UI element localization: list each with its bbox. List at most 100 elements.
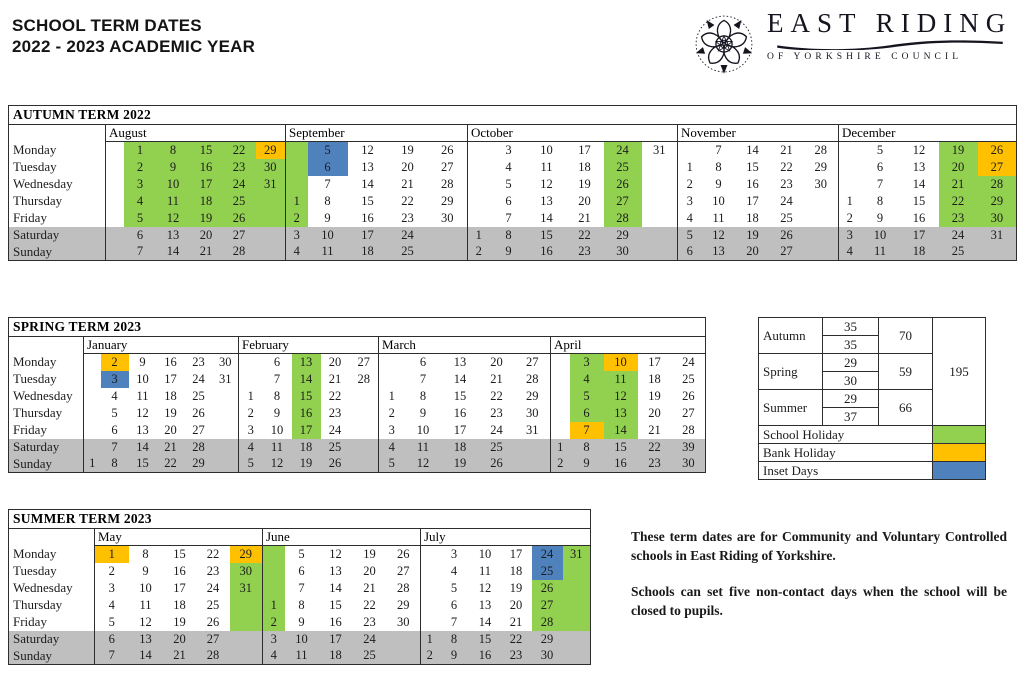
date-cell: 18: [746, 210, 759, 225]
date-cell: 3: [262, 630, 285, 648]
date-cell: 30: [977, 209, 1017, 227]
month-name: May: [94, 528, 263, 546]
date-cell: 25: [206, 597, 220, 612]
date-cell: 16: [164, 354, 177, 369]
date-cell: 30: [814, 176, 828, 191]
date-cell: 19: [189, 209, 223, 227]
date-cell: 24: [328, 422, 342, 437]
date-cell: 19: [363, 546, 376, 561]
date-cell: 16: [329, 614, 342, 629]
date-cell: 5: [298, 546, 305, 561]
date-cell: 13: [361, 159, 374, 174]
empty-cell: [642, 159, 678, 176]
date-cell: 25: [192, 388, 205, 403]
day-label: Sunday: [8, 243, 106, 261]
date-cell: 3: [505, 142, 512, 157]
date-cell: 15: [746, 159, 759, 174]
date-cell: 9: [715, 176, 722, 191]
date-cell: 6: [111, 422, 118, 437]
day-label: Thursday: [13, 597, 63, 612]
date-cell: 31: [526, 422, 539, 437]
date-cell: 31: [653, 142, 666, 157]
date-cell: 22: [222, 141, 256, 159]
term-total-days: 59: [878, 353, 933, 390]
day-label: Friday: [13, 210, 47, 225]
empty-cell: [386, 630, 421, 648]
date-cell: 29: [441, 193, 454, 208]
date-cell: 4: [285, 243, 308, 261]
date-cell: 14: [912, 176, 926, 191]
empty-cell: [514, 455, 551, 473]
date-cell: 4: [450, 563, 458, 578]
term-title: AUTUMN TERM 2022: [8, 105, 1017, 125]
date-cell: 6: [505, 193, 512, 208]
date-cell: 13: [540, 193, 553, 208]
date-cell: 28: [357, 371, 371, 386]
date-cell: 7: [94, 647, 129, 665]
date-cell: 13: [136, 422, 149, 437]
date-cell: 18: [648, 371, 661, 386]
date-cell: 3: [677, 192, 702, 210]
date-cell: 24: [682, 354, 695, 369]
date-cell: 24: [222, 175, 256, 193]
autumn-term-calendar: AUTUMN TERM 2022 August September October No…: [8, 105, 1018, 261]
date-cell: 24: [192, 371, 205, 386]
date-cell: 5: [569, 387, 604, 405]
date-cell: 8: [489, 226, 528, 244]
date-cell: 14: [478, 614, 492, 629]
date-cell: 29: [531, 630, 563, 648]
date-cell: 4: [569, 370, 604, 388]
inset-days-swatch: [932, 461, 986, 480]
table-row: Spring 29 59: [758, 353, 986, 390]
date-cell: 11: [139, 597, 152, 612]
date-cell: 8: [324, 193, 331, 208]
date-cell: 28: [682, 422, 695, 437]
date-cell: 29: [255, 141, 286, 159]
date-cell: 6: [419, 354, 427, 369]
day-label: Monday: [13, 354, 57, 369]
date-cell: 1: [94, 545, 129, 563]
date-cell: 1: [123, 141, 157, 159]
date-cell: 29: [397, 597, 410, 612]
day-label: Wednesday: [13, 176, 73, 191]
date-cell: 20: [189, 226, 223, 244]
date-cell: 8: [438, 630, 470, 648]
month-name: June: [262, 528, 421, 546]
date-cell: 3: [100, 370, 129, 388]
date-cell: 23: [938, 209, 978, 227]
date-cell: 22: [500, 630, 532, 648]
date-cell: 26: [603, 175, 642, 193]
empty-cell: [105, 226, 124, 244]
date-cell: 16: [291, 404, 321, 422]
date-cell: 18: [509, 563, 523, 578]
empty-cell: [350, 405, 379, 422]
empty-cell: [229, 596, 263, 614]
empty-cell: [641, 243, 678, 261]
date-cell: 7: [715, 142, 722, 157]
calendar-day-row: Monday 2 9 16 23 30 6 13 20 27 6 13 20 27 3 10 17 24: [9, 353, 706, 371]
date-cell: 16: [361, 210, 374, 225]
date-cell: 5: [307, 141, 348, 159]
legend-row: School Holiday: [758, 425, 986, 444]
date-cell: 9: [324, 210, 331, 225]
empty-cell: [550, 370, 570, 388]
date-cell: 28: [603, 209, 642, 227]
date-cell: 8: [156, 141, 190, 159]
empty-cell: [83, 404, 101, 422]
empty-cell: [262, 562, 285, 580]
date-cell: 26: [769, 226, 804, 244]
date-cell: 14: [291, 370, 321, 388]
date-cell: 24: [490, 422, 503, 437]
date-cell: 4: [94, 596, 129, 614]
empty-cell: [427, 243, 468, 261]
date-cell: 12: [478, 580, 492, 595]
date-cell: 9: [489, 243, 528, 261]
date-cell: 19: [173, 614, 186, 629]
date-cell: 6: [677, 243, 702, 261]
date-cell: 20: [509, 597, 523, 612]
calendar-day-row: Thursday 5 12 19 26 2 9 16 23 2 9 16 23 30 6 13 20 27: [9, 404, 706, 422]
date-cell: 10: [284, 630, 319, 648]
date-cell: 20: [328, 354, 342, 369]
date-cell: 14: [603, 421, 638, 439]
